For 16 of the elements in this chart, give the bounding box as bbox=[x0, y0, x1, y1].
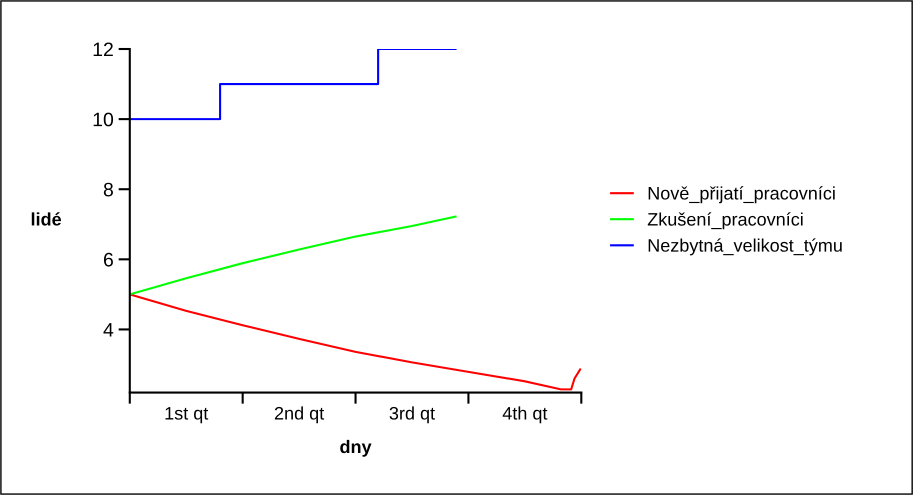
y-tick-label: 4 bbox=[103, 323, 114, 336]
x-axis-title: dny bbox=[340, 440, 372, 457]
x-tick-label: 2nd qt bbox=[274, 406, 324, 424]
legend-label: Nově_přijatí_pracovníci bbox=[648, 186, 835, 204]
y-tick-label: 12 bbox=[94, 42, 113, 56]
y-tick-label: 6 bbox=[104, 252, 113, 267]
line-series bbox=[130, 293, 582, 390]
y-tick-label: 10 bbox=[94, 112, 114, 126]
line-series bbox=[130, 216, 457, 296]
x-tick-label: 4th qt bbox=[502, 406, 548, 424]
y-axis-title: lidé bbox=[32, 212, 62, 226]
x-tick-label: 3rd qt bbox=[390, 406, 435, 424]
x-tick-label: 1st qt bbox=[166, 407, 208, 424]
legend-label: Zkušení_pracovníci bbox=[648, 212, 803, 230]
y-tick-label: 8 bbox=[104, 182, 113, 196]
legend-label: Nezbytná_velikost_týmu bbox=[648, 238, 842, 256]
